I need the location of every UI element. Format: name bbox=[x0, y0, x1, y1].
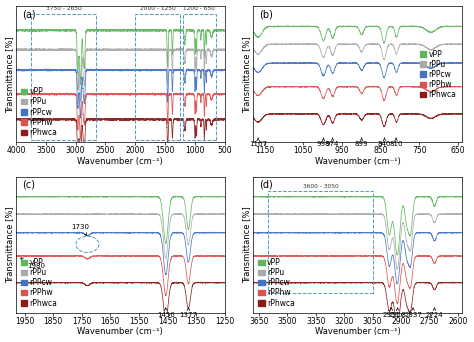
Y-axis label: Transmittance [%]: Transmittance [%] bbox=[6, 36, 15, 113]
Bar bbox=[268, 191, 373, 293]
Bar bbox=[183, 14, 216, 140]
Text: 2918: 2918 bbox=[389, 308, 407, 318]
Text: 899: 899 bbox=[355, 138, 368, 147]
Text: 3600 - 3050: 3600 - 3050 bbox=[302, 184, 338, 188]
Bar bbox=[135, 14, 180, 140]
X-axis label: Wavenumber (cm⁻¹): Wavenumber (cm⁻¹) bbox=[77, 157, 163, 166]
Text: 2000 - 1250: 2000 - 1250 bbox=[140, 6, 175, 11]
Text: 2837: 2837 bbox=[404, 308, 422, 318]
Legend: vPP, rPPu, rPPcw, rPPhw, rPhwca: vPP, rPPu, rPPcw, rPPhw, rPhwca bbox=[20, 256, 59, 309]
Y-axis label: Transmittance [%]: Transmittance [%] bbox=[243, 207, 252, 283]
X-axis label: Wavenumber (cm⁻¹): Wavenumber (cm⁻¹) bbox=[77, 327, 163, 337]
X-axis label: Wavenumber (cm⁻¹): Wavenumber (cm⁻¹) bbox=[315, 157, 400, 166]
Legend: vPP, rPPu, rPPcw, rPPhw, rPhwca: vPP, rPPu, rPPcw, rPPhw, rPhwca bbox=[419, 48, 458, 101]
Text: 1980: 1980 bbox=[20, 258, 46, 268]
Text: 1167: 1167 bbox=[249, 138, 267, 147]
Text: 1456: 1456 bbox=[157, 308, 174, 318]
Legend: vPP, rPPu, rPPcw, rPPhw, rPhwca: vPP, rPPu, rPPcw, rPPhw, rPhwca bbox=[20, 86, 59, 139]
Text: 1730: 1730 bbox=[71, 224, 89, 236]
Y-axis label: Transmittance [%]: Transmittance [%] bbox=[6, 207, 15, 283]
Legend: vPP, rPPu, rPPcw, rPPhw, rPhwca: vPP, rPPu, rPPcw, rPPhw, rPhwca bbox=[257, 256, 296, 309]
Y-axis label: Transmittance [%]: Transmittance [%] bbox=[243, 36, 252, 113]
Text: (c): (c) bbox=[22, 180, 35, 190]
Text: (a): (a) bbox=[22, 9, 36, 19]
Bar bbox=[31, 14, 97, 140]
Text: (b): (b) bbox=[259, 9, 273, 19]
Text: 974: 974 bbox=[326, 138, 339, 147]
Text: (d): (d) bbox=[259, 180, 273, 190]
Text: 1200 - 650: 1200 - 650 bbox=[183, 6, 215, 11]
Text: 2724: 2724 bbox=[426, 308, 443, 318]
Text: 1377: 1377 bbox=[179, 308, 197, 318]
Text: 3750 - 2650: 3750 - 2650 bbox=[46, 6, 82, 11]
Text: 840: 840 bbox=[378, 138, 391, 147]
Text: 998: 998 bbox=[317, 138, 330, 147]
Text: 2951: 2951 bbox=[383, 308, 400, 318]
X-axis label: Wavenumber (cm⁻¹): Wavenumber (cm⁻¹) bbox=[315, 327, 400, 337]
Text: 810: 810 bbox=[389, 138, 403, 147]
